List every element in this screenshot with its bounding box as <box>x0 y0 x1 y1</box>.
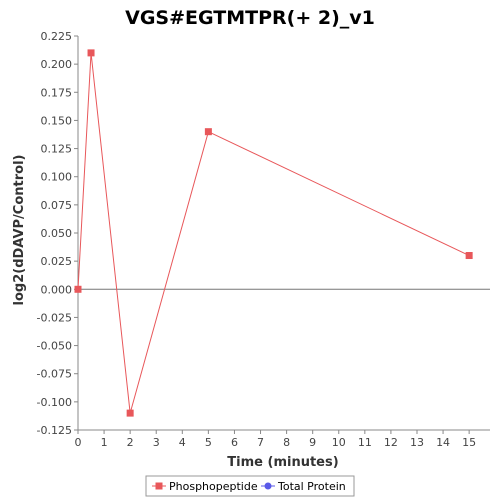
legend-marker <box>264 482 272 490</box>
x-tick-label: 2 <box>127 436 134 449</box>
y-tick-label: 0.025 <box>41 255 73 268</box>
x-tick-label: 11 <box>358 436 372 449</box>
legend-marker <box>155 482 163 490</box>
x-tick-label: 3 <box>153 436 160 449</box>
y-tick-label: -0.125 <box>37 424 72 437</box>
data-point <box>126 409 134 417</box>
data-point <box>87 49 95 57</box>
x-tick-label: 13 <box>410 436 424 449</box>
x-tick-label: 4 <box>179 436 186 449</box>
x-tick-label: 7 <box>257 436 264 449</box>
x-tick-label: 14 <box>436 436 450 449</box>
y-tick-label: 0.150 <box>41 114 73 127</box>
y-tick-label: 0.100 <box>41 171 73 184</box>
y-tick-label: -0.050 <box>37 340 72 353</box>
y-tick-label: 0.225 <box>41 30 73 43</box>
data-point <box>204 128 212 136</box>
x-tick-label: 12 <box>384 436 398 449</box>
x-axis-label: Time (minutes) <box>227 455 338 470</box>
y-tick-label: -0.075 <box>37 368 72 381</box>
x-tick-label: 15 <box>462 436 476 449</box>
legend-label: Total Protein <box>277 480 346 493</box>
x-tick-label: 10 <box>332 436 346 449</box>
y-tick-label: 0.200 <box>41 58 73 71</box>
y-axis-label: log2(dDAVP/Control) <box>12 155 27 306</box>
data-point <box>465 252 473 260</box>
plot-area: -0.125 -0.100 -0.075 -0.050 -0.025 0.000 0.025… <box>37 30 490 449</box>
legend-box <box>145 475 355 497</box>
y-tick-label: -0.100 <box>37 396 72 409</box>
data-point <box>74 285 82 293</box>
plot-background <box>78 36 490 430</box>
y-tick-label: 0.075 <box>41 199 73 212</box>
legend-label: Phosphopeptide <box>169 480 258 493</box>
y-tick-label: 0.125 <box>41 143 73 156</box>
x-tick-label: 9 <box>309 436 316 449</box>
x-tick-label: 1 <box>101 436 108 449</box>
x-tick-label: 8 <box>283 436 290 449</box>
y-tick-label: 0.175 <box>41 86 73 99</box>
y-tick-label: 0.050 <box>41 227 73 240</box>
x-tick-label: 6 <box>231 436 238 449</box>
y-tick-label: -0.025 <box>37 311 72 324</box>
chart-title: VGS#EGTMTPR(+ 2)_v1 <box>125 7 375 29</box>
x-tick-label: 5 <box>205 436 212 449</box>
y-tick-label: 0.000 <box>41 283 73 296</box>
x-tick-label: 0 <box>75 436 82 449</box>
legend: Phosphopeptide Total Protein <box>145 475 355 497</box>
